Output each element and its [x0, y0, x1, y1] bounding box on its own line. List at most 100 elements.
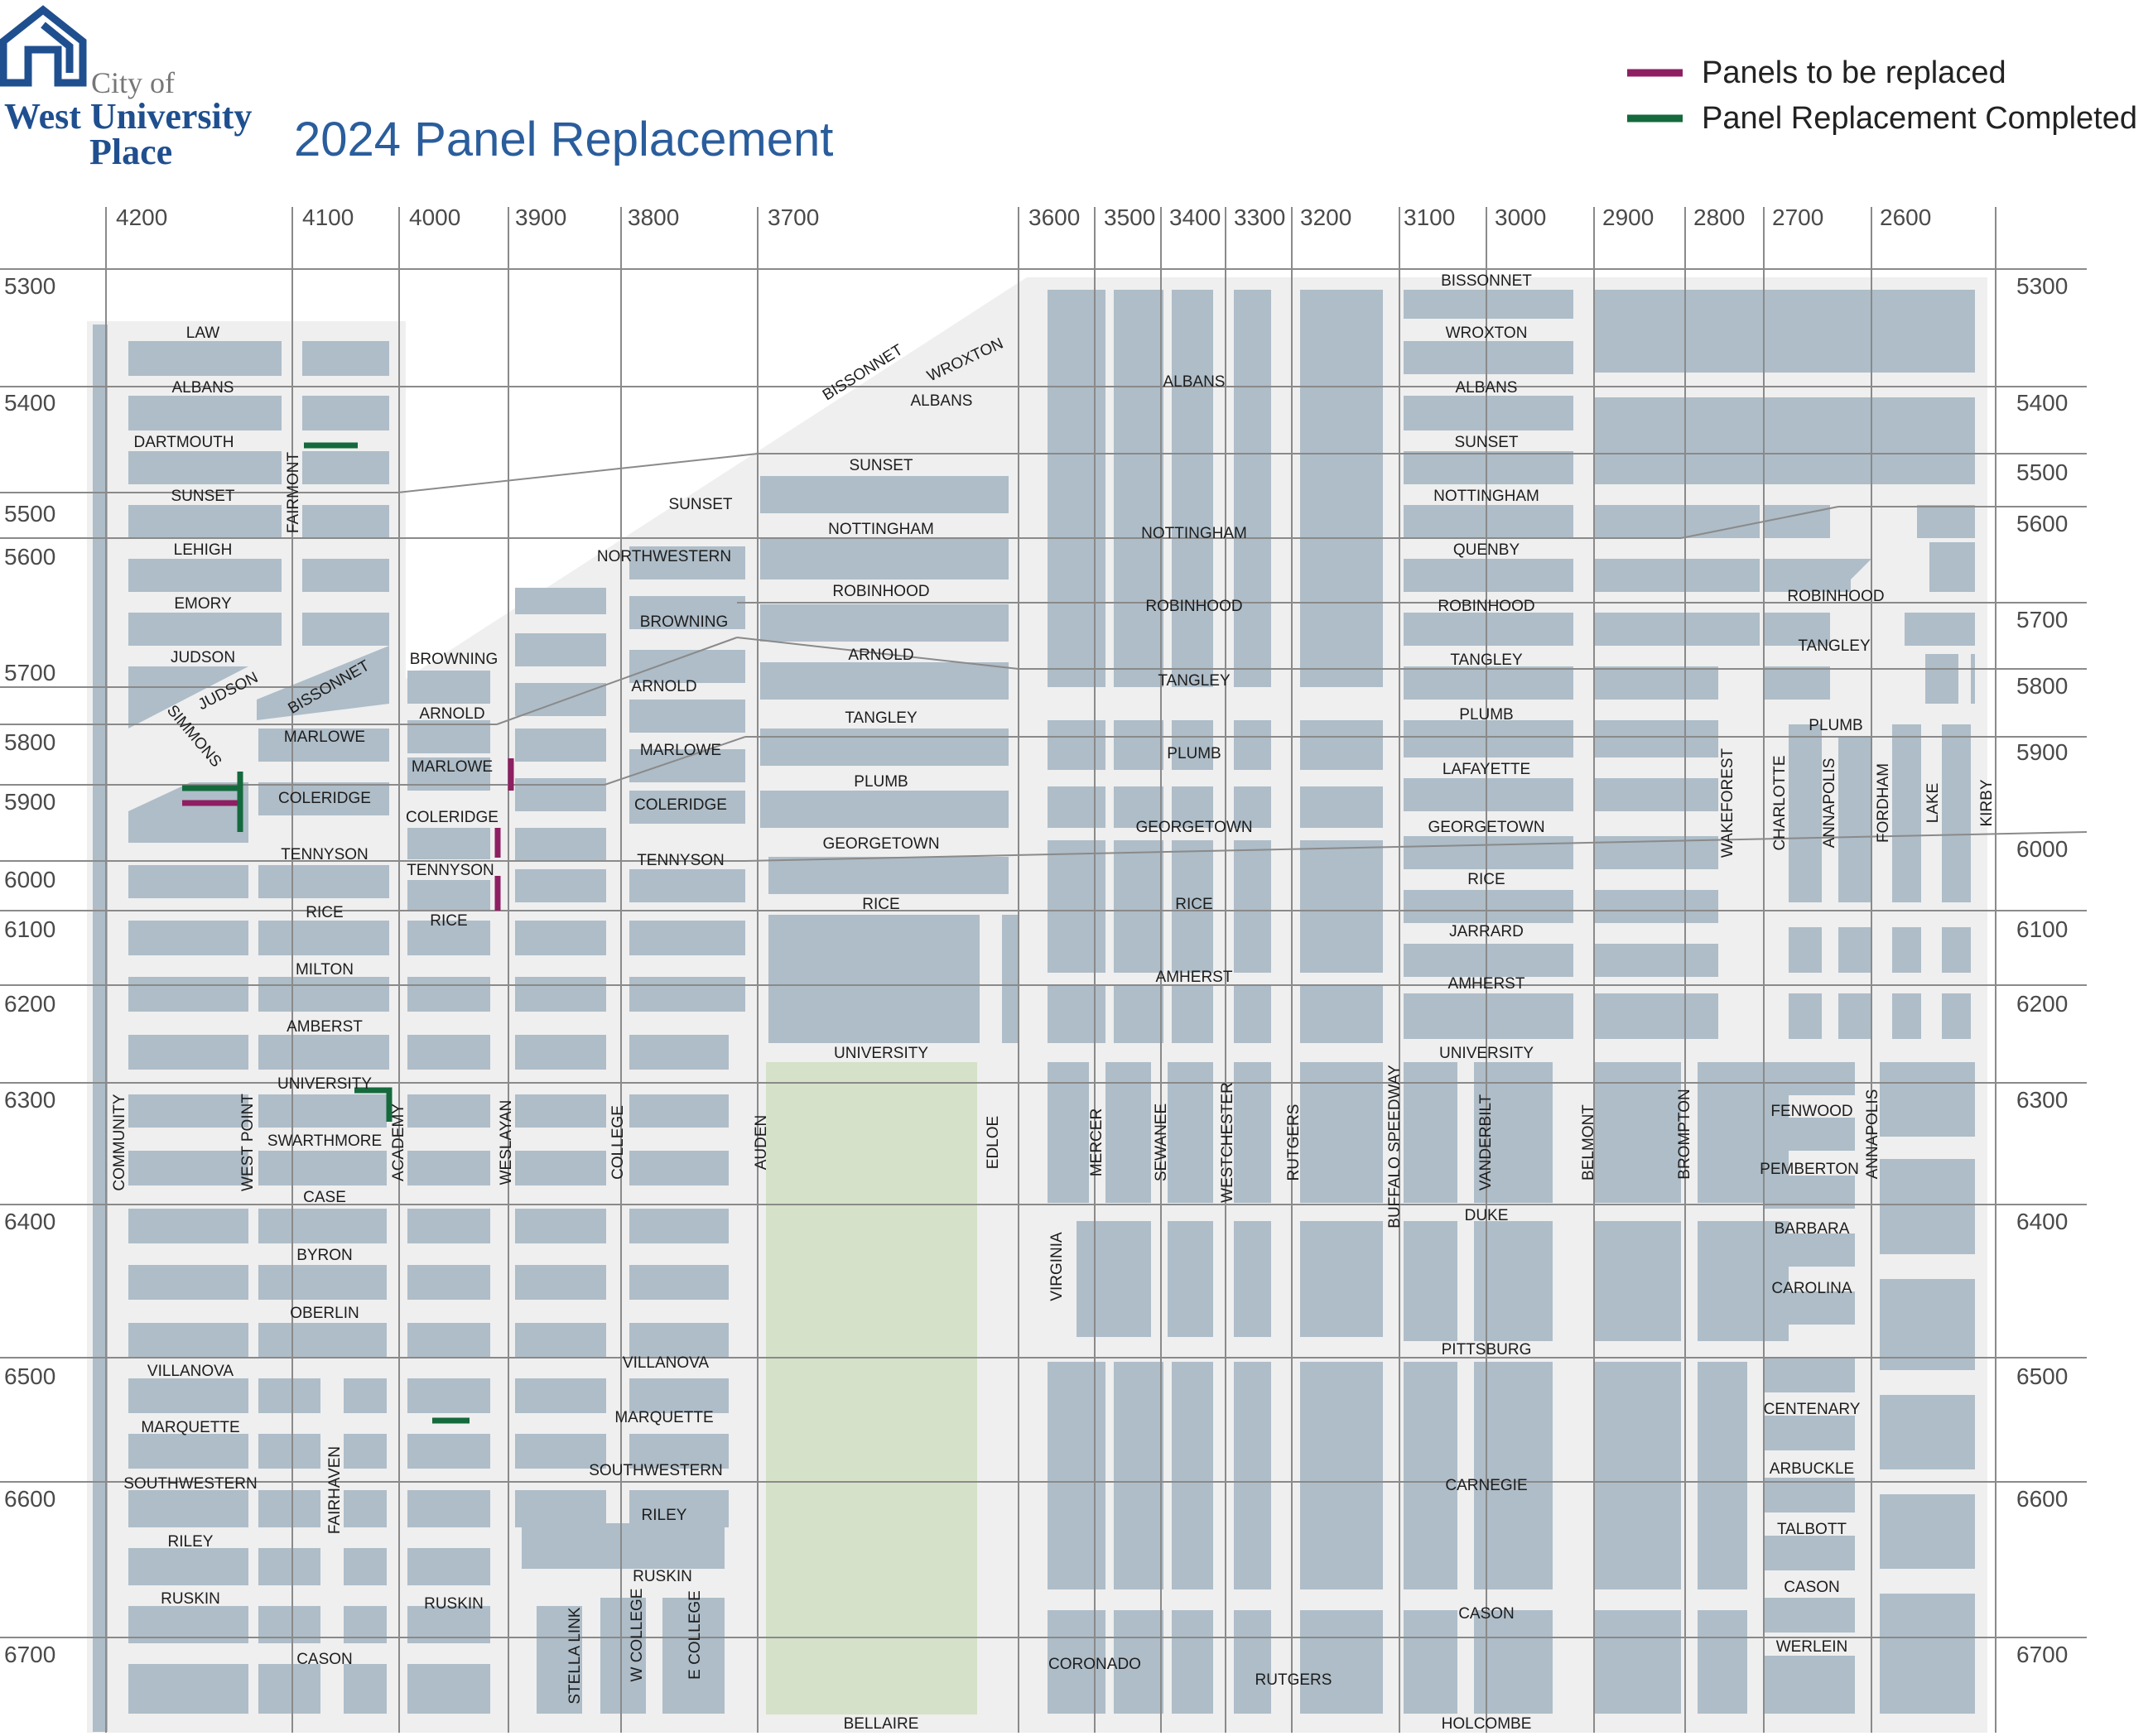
right-number: 5500 [2016, 459, 2068, 485]
street-label: WERLEIN [1776, 1638, 1848, 1656]
street-label: AMBERST [287, 1018, 363, 1036]
street-label: ARNOLD [848, 647, 913, 664]
top-number: 3700 [768, 204, 819, 230]
street-label: PLUMB [1809, 717, 1862, 734]
top-number: 3100 [1404, 204, 1455, 230]
street-label: MILTON [296, 961, 354, 979]
street-label: CASON [1784, 1579, 1840, 1596]
street-label: SUNSET [668, 496, 732, 513]
street-label: JARRARD [1449, 923, 1524, 940]
street-label: AMHERST [1156, 969, 1233, 986]
street-label: RUSKIN [161, 1590, 220, 1608]
street-label: PEMBERTON [1760, 1161, 1859, 1178]
left-block-numbers: 5300 5400 5500 5600 5700 5800 5900 6000 … [4, 273, 55, 1667]
panel-segments-to-replace [182, 758, 514, 911]
street-label: ROBINHOOD [1438, 598, 1534, 615]
street-label: SEWANEE [1153, 1104, 1170, 1181]
street-label: MARLOWE [284, 729, 365, 746]
street-label: TENNYSON [637, 852, 725, 869]
community-boulevard-median [93, 325, 108, 1732]
street-label: RUSKIN [633, 1568, 692, 1585]
street-label: CENTENARY [1764, 1401, 1861, 1418]
street-label: RUTGERS [1255, 1671, 1332, 1689]
house-icon [0, 5, 87, 87]
street-label: CORONADO [1048, 1656, 1141, 1673]
grid-lines [0, 207, 2088, 1733]
street-label: BROWNING [640, 613, 729, 631]
street-label: DARTMOUTH [133, 434, 234, 451]
street-label: LAKE [1924, 783, 1942, 824]
top-number: 3500 [1104, 204, 1155, 230]
street-label: RUSKIN [424, 1595, 484, 1613]
street-label: DUKE [1465, 1207, 1509, 1224]
street-label: ACADEMY [390, 1104, 407, 1181]
top-number: 3000 [1495, 204, 1546, 230]
street-label: STELLA LINK [566, 1607, 584, 1705]
right-number: 5400 [2016, 390, 2068, 416]
right-block-numbers: 5300 5400 5500 5600 5700 5800 5900 6000 … [2016, 273, 2068, 1667]
right-number: 6700 [2016, 1642, 2068, 1667]
right-number: 6400 [2016, 1209, 2068, 1234]
street-label: ROBINHOOD [1787, 588, 1884, 605]
street-label: BROMPTON [1676, 1089, 1693, 1179]
right-number: 6200 [2016, 991, 2068, 1017]
street-label: TANGLEY [1158, 672, 1231, 690]
street-label: SUNSET [171, 488, 234, 505]
street-label: OBERLIN [290, 1305, 359, 1322]
logo-line-2: West University [4, 96, 252, 137]
street-label: LAW [186, 325, 220, 342]
street-label: TENNYSON [281, 846, 368, 863]
right-number: 6500 [2016, 1363, 2068, 1389]
street-label: ALBANS [1456, 379, 1518, 397]
top-number: 4000 [409, 204, 460, 230]
right-number: 5600 [2016, 511, 2068, 536]
street-label: CARNEGIE [1445, 1477, 1527, 1494]
street-label: RICE [1467, 871, 1505, 888]
street-label: E COLLEGE [686, 1590, 704, 1680]
left-number: 5800 [4, 729, 55, 755]
street-label: COLERIDGE [278, 790, 371, 807]
street-label: AUDEN [753, 1115, 770, 1171]
street-label: NOTTINGHAM [1433, 488, 1539, 505]
street-label: NOTTINGHAM [828, 521, 934, 538]
street-label: SOUTHWESTERN [589, 1462, 723, 1479]
street-label: COLERIDGE [406, 809, 499, 826]
street-label: PLUMB [1459, 706, 1513, 724]
street-label: RICE [430, 912, 467, 930]
street-label: QUENBY [1453, 541, 1520, 559]
street-label: BYRON [296, 1247, 353, 1264]
right-number: 6100 [2016, 916, 2068, 942]
right-number: 6000 [2016, 836, 2068, 862]
street-label: ROBINHOOD [1145, 598, 1242, 615]
top-number: 3800 [628, 204, 679, 230]
top-number: 2900 [1602, 204, 1654, 230]
street-label: CASON [1458, 1605, 1515, 1623]
top-number: 2800 [1693, 204, 1745, 230]
street-label: EDLOE [985, 1116, 1002, 1169]
street-label: SOUTHWESTERN [123, 1475, 258, 1493]
street-label: SUNSET [1454, 434, 1518, 451]
page-title: 2024 Panel Replacement [294, 113, 833, 166]
street-label: ALBANS [911, 392, 973, 410]
legend-label-completed: Panel Replacement Completed [1702, 101, 2137, 136]
top-number: 3900 [515, 204, 566, 230]
right-number: 5300 [2016, 273, 2068, 299]
street-label: BELMONT [1580, 1104, 1597, 1181]
left-number: 6600 [4, 1486, 55, 1512]
street-label: COLLEGE [609, 1105, 627, 1180]
right-number: 6300 [2016, 1087, 2068, 1113]
street-label: MARLOWE [412, 758, 493, 776]
logo-line-1: City of [91, 66, 175, 99]
street-label: BROWNING [410, 651, 499, 668]
right-number: 5900 [2016, 739, 2068, 765]
street-label: W COLLEGE [629, 1589, 646, 1682]
street-label: ARBUCKLE [1770, 1460, 1854, 1478]
street-label: COMMUNITY [111, 1094, 128, 1190]
legend-label-to-replace: Panels to be replaced [1702, 55, 2006, 90]
street-label: BUFFALO SPEEDWAY [1386, 1065, 1404, 1229]
street-label: ANNAPOLIS [1864, 1089, 1881, 1180]
street-label: COLERIDGE [634, 796, 727, 814]
street-label: GEORGETOWN [1428, 819, 1544, 836]
street-label: CAROLINA [1771, 1280, 1852, 1297]
